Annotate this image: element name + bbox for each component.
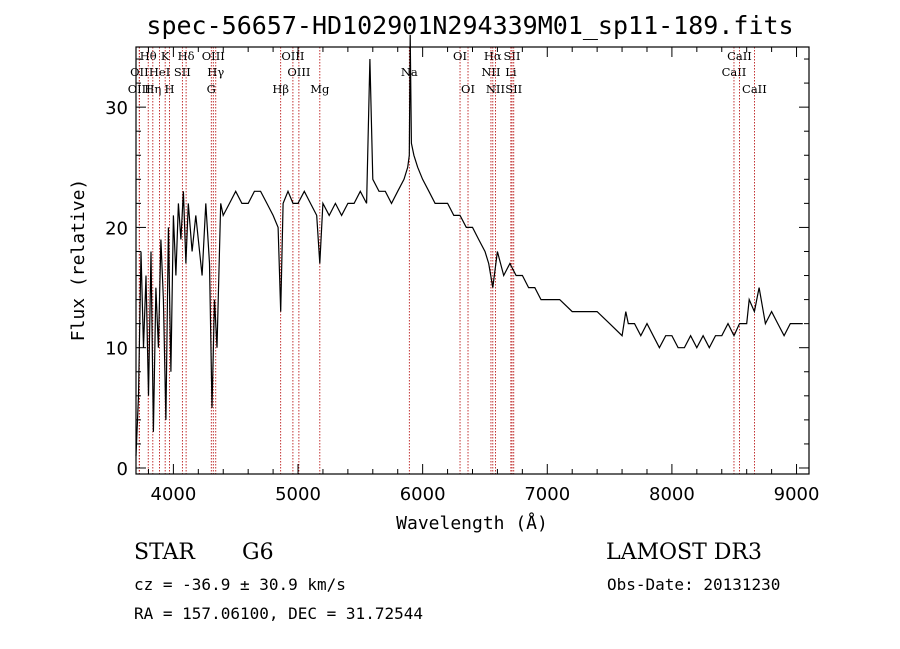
line-label-15: Mg xyxy=(310,82,330,96)
x-tick-label: 5000 xyxy=(275,484,321,505)
plot-frame xyxy=(135,46,810,475)
y-tick-label: 10 xyxy=(105,339,128,360)
line-label-19: Hα xyxy=(484,49,502,63)
line-label-24: SII xyxy=(505,82,522,96)
line-label-9: OIII xyxy=(202,49,225,63)
x-tick-label: 7000 xyxy=(524,484,570,505)
x-axis: 4000 5000 6000 7000 8000 9000 xyxy=(147,47,820,505)
coordinates: RA = 157.06100, DEC = 31.72544 xyxy=(134,604,423,623)
line-label-21: NII xyxy=(486,82,505,96)
y-axis-label: Flux (relative) xyxy=(68,179,89,342)
x-axis-label: Wavelength (Å) xyxy=(396,512,548,534)
y-tick-label: 20 xyxy=(105,218,128,239)
line-label-27: CaII xyxy=(742,82,767,96)
line-label-3: Hη xyxy=(144,82,161,96)
line-label-20: NII xyxy=(481,65,500,79)
object-type: STAR xyxy=(134,540,195,565)
line-label-13: OIII xyxy=(281,49,304,63)
line-label-7: SII xyxy=(174,65,191,79)
line-label-14: OIII xyxy=(287,65,310,79)
x-tick-label: 6000 xyxy=(400,484,446,505)
y-tick-label: 30 xyxy=(105,98,128,119)
line-label-23: Li xyxy=(505,65,517,79)
line-label-8: Hδ xyxy=(178,49,195,63)
line-label-22: SII xyxy=(504,49,521,63)
observation-date: Obs-Date: 20131230 xyxy=(607,575,781,594)
line-label-5: K xyxy=(161,49,170,63)
survey-name: LAMOST DR3 xyxy=(606,540,762,565)
spectral-subclass: G6 xyxy=(242,540,274,565)
line-label-26: CaII xyxy=(727,49,752,63)
x-tick-label: 4000 xyxy=(150,484,196,505)
spectrum-series-line xyxy=(135,34,803,457)
y-tick-label: 0 xyxy=(117,459,128,480)
x-tick-label: 9000 xyxy=(774,484,820,505)
y-axis: 0 10 20 30 xyxy=(105,58,809,480)
line-label-10: Hγ xyxy=(207,65,224,79)
line-label-17: OI xyxy=(453,49,467,63)
redshift-value: cz = -36.9 ± 30.9 km/s xyxy=(134,575,346,594)
chart-title: spec-56657-HD102901N294339M01_sp11-189.f… xyxy=(146,11,793,40)
line-label-18: OI xyxy=(461,82,475,96)
line-label-6: H xyxy=(165,82,175,96)
x-tick-label: 8000 xyxy=(649,484,695,505)
line-label-4: HeI xyxy=(149,65,170,79)
line-label-12: Hβ xyxy=(272,82,289,96)
line-label-2: OIII xyxy=(128,82,151,96)
line-label-11: G xyxy=(207,82,216,96)
line-label-25: CaII xyxy=(722,65,747,79)
